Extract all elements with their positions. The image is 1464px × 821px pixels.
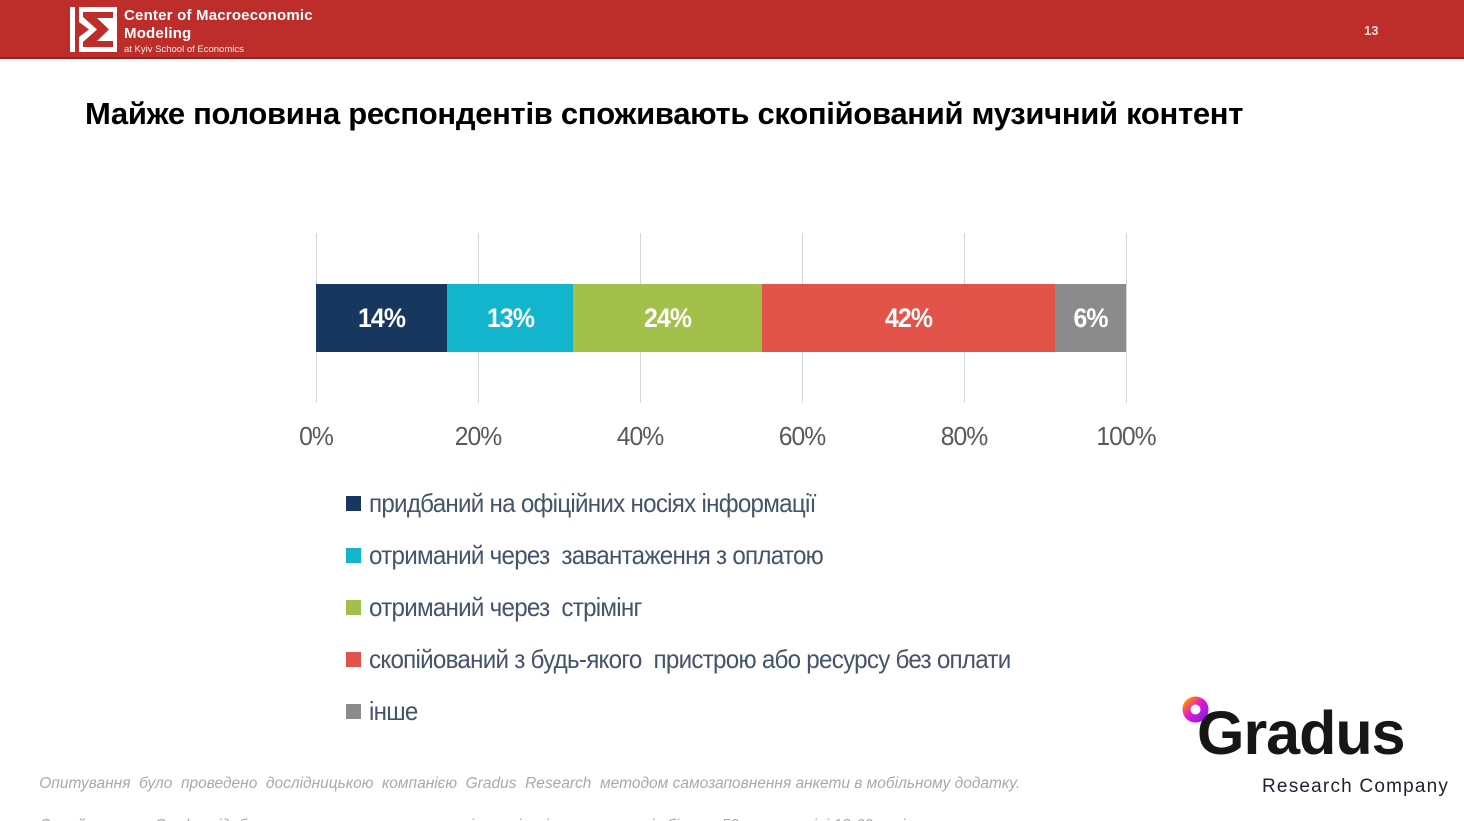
legend-marker-icon <box>346 703 361 719</box>
bar-segment-label: 42% <box>884 302 933 333</box>
org-name-line2: Modeling <box>124 25 192 42</box>
x-tick-label: 40% <box>616 421 665 451</box>
bar-segment-label: 14% <box>358 302 406 333</box>
legend-item-5: інше <box>346 695 1059 726</box>
org-name-line1: Center of Macroeconomic <box>124 7 313 24</box>
legend-item-4: скопійований з будь-якого пристрою або р… <box>346 643 1059 674</box>
bar-segment-label: 13% <box>486 302 535 333</box>
bar-segment-2: 13% <box>447 284 574 352</box>
slide-title: Майже половина респондентів споживають с… <box>85 96 1244 131</box>
legend-item-1: придбаний на офіційних носіях інформації <box>346 487 1059 518</box>
stacked-bar: 14% 13% 24% 42% 6% <box>316 284 1126 352</box>
gradus-wordmark: Gradus <box>1197 699 1406 767</box>
sigma-emblem-icon <box>70 7 117 52</box>
footnote-line2: Онлайн-панель Gradus відображає структур… <box>22 817 1013 821</box>
legend-item-2: отриманий через завантаження з оплатою <box>346 539 1059 570</box>
x-tick-label: 20% <box>454 421 503 451</box>
legend-marker-icon <box>346 651 361 667</box>
legend-marker-icon <box>346 495 361 511</box>
footnote-line1: Опитування було проведено дослідницькою … <box>39 775 1021 792</box>
legend-label: отриманий через завантаження з оплатою <box>369 539 824 570</box>
bar-segment-5: 6% <box>1054 284 1126 352</box>
gradus-ring-icon <box>1182 696 1209 723</box>
legend-label: інше <box>369 695 418 726</box>
x-tick-label: 80% <box>940 421 989 451</box>
x-tick-label: 60% <box>778 421 827 451</box>
x-axis: 0% 20% 40% 60% 80% 100% <box>299 421 1157 451</box>
chart-legend: придбаний на офіційних носіях інформації… <box>346 487 1059 750</box>
page-number: 13 <box>1364 23 1379 38</box>
gridline-100% <box>1126 233 1127 403</box>
org-subtitle: at Kyiv School of Economics <box>124 44 244 55</box>
org-name: Center of Macroeconomic Modeling at Kyiv… <box>124 7 313 56</box>
bar-segment-label: 6% <box>1073 302 1108 333</box>
x-tick-label: 0% <box>299 421 334 451</box>
legend-marker-icon <box>346 599 361 615</box>
gradus-logo: Gradus Research Company <box>1180 692 1448 804</box>
gradus-subtitle: Research Company <box>1262 776 1450 797</box>
legend-marker-icon <box>346 547 361 563</box>
bar-segment-3: 24% <box>573 284 763 352</box>
legend-label: отриманий через стрімінг <box>369 591 642 622</box>
bar-segment-4: 42% <box>762 284 1055 352</box>
bar-segment-1: 14% <box>316 284 448 352</box>
legend-label: придбаний на офіційних носіях інформації <box>369 487 816 518</box>
bar-segment-label: 24% <box>644 302 692 333</box>
legend-label: скопійований з будь-якого пристрою або р… <box>369 643 1011 674</box>
methodology-footnote: Опитування було проведено дослідницькою … <box>22 752 1032 821</box>
legend-item-3: отриманий через стрімінг <box>346 591 1059 622</box>
x-tick-label: 100% <box>1096 421 1156 451</box>
header-bar: Center of Macroeconomic Modeling at Kyiv… <box>0 0 1464 59</box>
